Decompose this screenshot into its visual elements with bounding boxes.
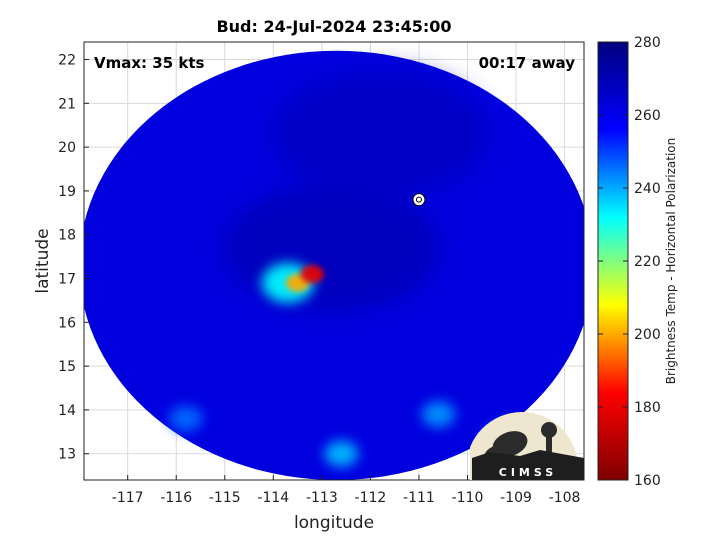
colorbar-tick-label: 160: [634, 473, 661, 489]
warm-region: [223, 183, 440, 313]
y-axis-label: latitude: [33, 228, 53, 293]
cimss-logo: CIMSS: [470, 412, 584, 480]
y-axis-ticks: 13 14 15 16 17 18 19 20 21 22: [58, 53, 89, 463]
x-tick-label: -111: [403, 490, 435, 506]
colorbar-tick-label: 240: [634, 181, 661, 197]
x-tick-label: -117: [112, 490, 144, 506]
brightness-temp-swath: [84, 50, 584, 480]
x-tick-label: -114: [257, 490, 289, 506]
y-tick-label: 15: [58, 359, 76, 375]
cimss-logo-text: CIMSS: [499, 466, 557, 479]
vmax-annotation: Vmax: 35 kts: [94, 54, 204, 72]
warm-region: [272, 69, 489, 199]
y-tick-label: 20: [58, 140, 76, 156]
colorbar-tick-label: 200: [634, 327, 661, 343]
colorbar-tick-label: 220: [634, 254, 661, 270]
x-tick-label: -112: [355, 490, 387, 506]
y-tick-label: 22: [58, 53, 76, 69]
colorbar-tick-label: 280: [634, 35, 661, 51]
y-tick-label: 16: [58, 315, 76, 331]
chart-title: Bud: 24-Jul-2024 23:45:00: [216, 17, 451, 36]
y-tick-label: 21: [58, 96, 76, 112]
cold-feature: [421, 401, 456, 428]
x-tick-label: -116: [160, 490, 192, 506]
y-tick-label: 18: [58, 228, 76, 244]
x-tick-label: -110: [452, 490, 484, 506]
x-axis-label: longitude: [294, 513, 374, 533]
cold-feature: [300, 265, 324, 284]
colorbar-tick-label: 260: [634, 108, 661, 124]
y-tick-label: 13: [58, 447, 76, 463]
colorbar-ticks: 160 180 200 220 240 260 280: [598, 35, 661, 489]
plot-frame: [83, 41, 585, 481]
storm-center-marker: [412, 193, 426, 207]
x-tick-label: -109: [500, 490, 532, 506]
y-tick-label: 14: [58, 403, 76, 419]
x-tick-label: -115: [209, 490, 241, 506]
x-tick-label: -113: [306, 490, 338, 506]
colorbar-label: Brightness Temp - Horizontal Polarizatio…: [664, 138, 678, 385]
cold-feature: [169, 405, 203, 432]
time-away-annotation: 00:17 away: [479, 54, 576, 72]
storm-marker-core: [415, 196, 422, 203]
storm-marker-ring: [412, 193, 426, 207]
colorbar-tick-label: 180: [634, 400, 661, 416]
y-tick-label: 17: [58, 272, 76, 288]
cold-feature: [324, 440, 359, 467]
y-tick-label: 19: [58, 184, 76, 200]
x-tick-label: -108: [549, 490, 581, 506]
x-axis-ticks: -117 -116 -115 -114 -113 -112 -111 -110 -109 -108: [112, 475, 581, 506]
